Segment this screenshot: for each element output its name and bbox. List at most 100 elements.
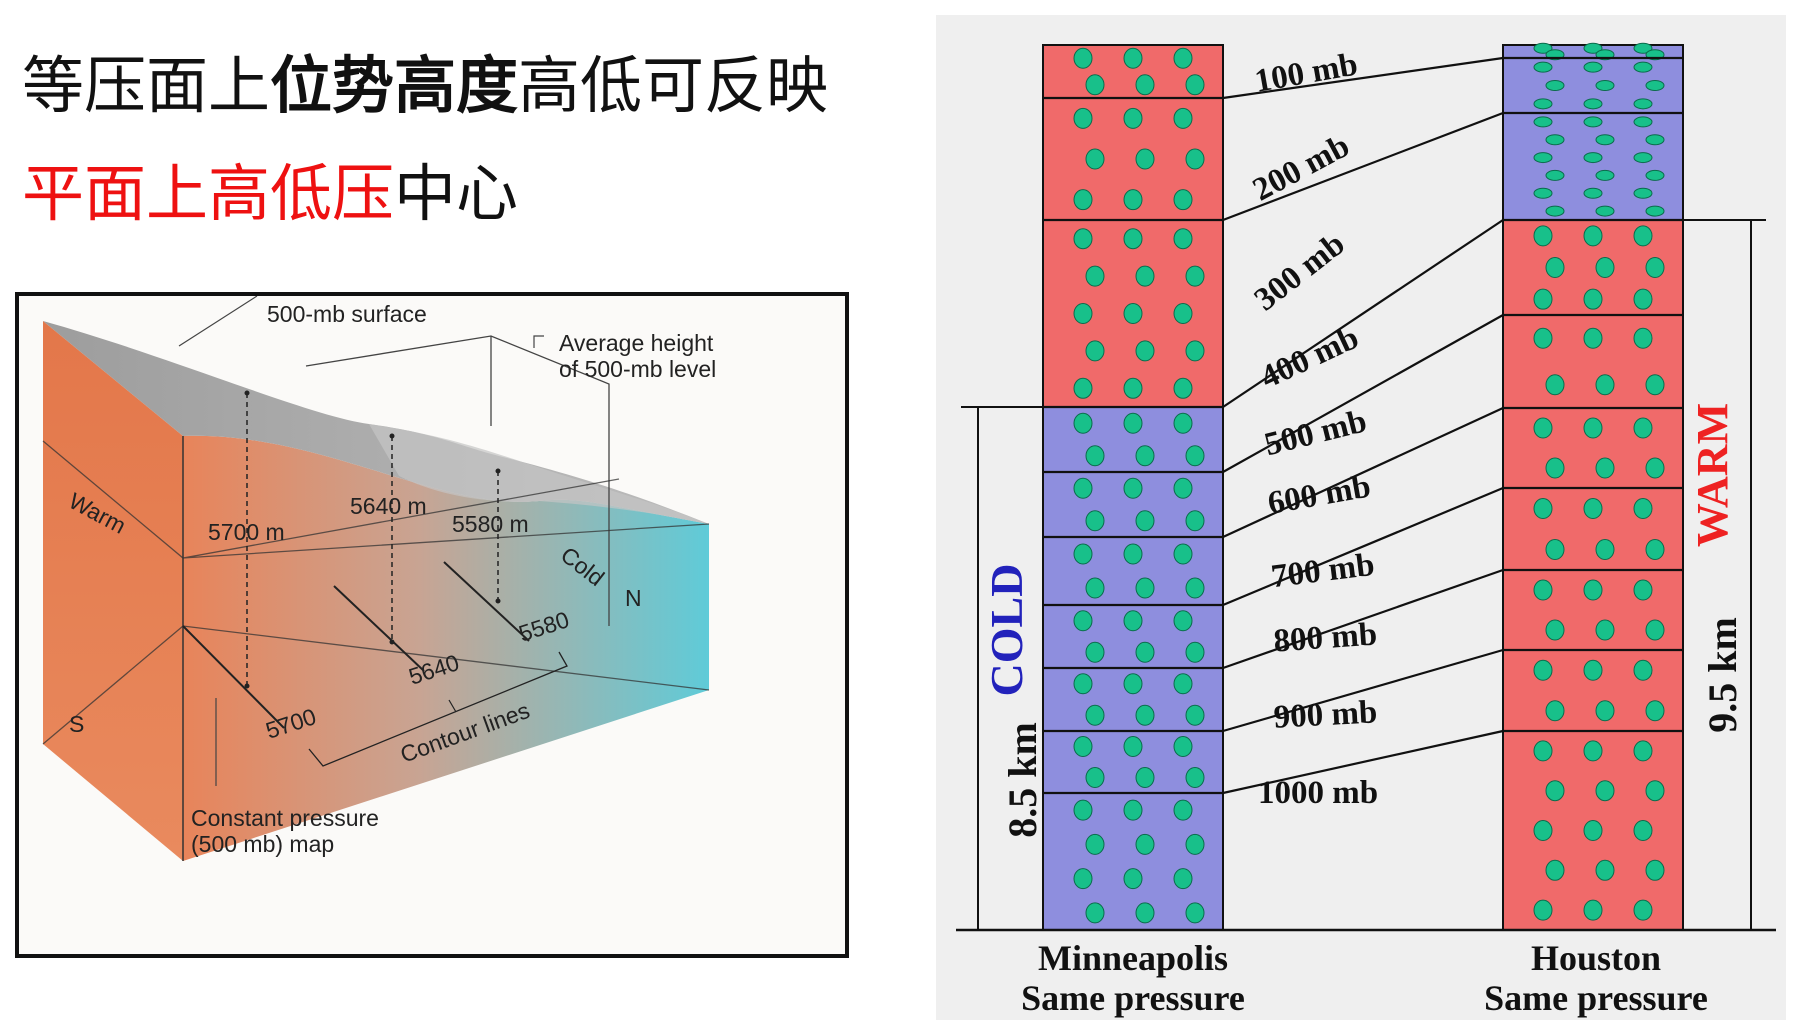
minneapolis-air-molecule (1073, 189, 1093, 211)
houston-air-molecule (1533, 820, 1553, 841)
houston-air-molecule (1645, 619, 1665, 641)
houston-air-molecule (1533, 417, 1553, 439)
houston-air-molecule (1595, 80, 1615, 91)
height-dot (495, 598, 501, 604)
houston-air-molecule (1633, 579, 1653, 601)
minneapolis-air-molecule (1085, 265, 1105, 287)
houston-air-molecule (1633, 288, 1653, 310)
minneapolis-air-molecule (1173, 228, 1193, 250)
houston-air-molecule (1533, 740, 1553, 762)
minneapolis-air-molecule (1135, 577, 1155, 599)
minneapolis-air-molecule (1135, 445, 1155, 467)
surface-label: 500-mb surface (267, 301, 427, 327)
minneapolis-caption: Same pressure (1021, 978, 1245, 1018)
minneapolis-air-molecule (1073, 868, 1093, 890)
minneapolis-air-molecule (1085, 445, 1105, 467)
contour-line-5700 (182, 625, 285, 729)
minneapolis-air-molecule (1185, 265, 1205, 287)
minneapolis-air-molecule (1085, 767, 1105, 788)
houston-air-molecule (1633, 820, 1653, 841)
minneapolis-city-label: Minneapolis (1038, 938, 1228, 978)
houston-air-molecule (1595, 780, 1615, 802)
houston-air-molecule (1533, 187, 1553, 199)
houston-air-molecule (1545, 700, 1565, 722)
houston-air-molecule (1645, 859, 1665, 881)
minneapolis-air-molecule (1185, 641, 1205, 663)
minneapolis-air-molecule (1123, 610, 1143, 632)
houston-air-molecule (1595, 169, 1615, 181)
pressure-columns-svg: COLD 8.5 km WARM 9.5 km 100 mb 200 mb 30… (956, 42, 1776, 1018)
pressure-columns-diagram: COLD 8.5 km WARM 9.5 km 100 mb 200 mb 30… (936, 15, 1786, 1020)
average-height-label-2: of 500-mb level (559, 356, 716, 382)
headline-1-post: 高低可反映 (518, 49, 829, 122)
houston-air-molecule (1595, 539, 1615, 560)
minneapolis-air-molecule (1123, 543, 1143, 565)
minneapolis-air-molecule (1135, 902, 1155, 924)
minneapolis-air-molecule (1073, 543, 1093, 565)
houston-air-molecule (1583, 579, 1603, 601)
houston-air-molecule (1583, 187, 1603, 199)
minneapolis-air-molecule (1123, 868, 1143, 890)
houston-air-molecule (1633, 899, 1653, 921)
houston-air-molecule (1583, 417, 1603, 439)
minneapolis-air-molecule (1173, 47, 1193, 69)
contour-lines-bracket (308, 651, 568, 767)
houston-air-molecule (1583, 327, 1603, 349)
minneapolis-air-molecule (1085, 577, 1105, 599)
houston-air-molecule (1533, 42, 1553, 54)
minneapolis-air-molecule (1123, 189, 1143, 211)
isobaric-connector-line (1222, 314, 1504, 473)
minneapolis-air-molecule (1135, 833, 1155, 855)
height-label-5580: 5580 m (452, 511, 529, 537)
height-label-5640: 5640 m (350, 493, 427, 519)
minneapolis-air-molecule (1185, 340, 1205, 362)
minneapolis-air-molecule (1173, 736, 1193, 757)
minneapolis-air-molecule (1073, 228, 1093, 250)
houston-city-label: Houston (1531, 938, 1661, 978)
minneapolis-air-molecule (1173, 377, 1193, 399)
minneapolis-air-molecule (1135, 767, 1155, 788)
minneapolis-air-molecule (1135, 641, 1155, 663)
houston-air-molecule (1545, 539, 1565, 560)
minneapolis-air-molecule (1073, 799, 1093, 821)
houston-air-molecule (1645, 374, 1665, 396)
height-dot (495, 468, 501, 474)
minneapolis-air-molecule (1173, 868, 1193, 890)
minneapolis-air-molecule (1073, 377, 1093, 399)
minneapolis-air-molecule (1185, 767, 1205, 788)
houston-air-molecule (1633, 152, 1653, 164)
minneapolis-air-molecule (1073, 673, 1093, 695)
level-label-1000: 1000 mb (1258, 775, 1378, 811)
houston-air-molecule (1645, 700, 1665, 722)
houston-air-molecule (1545, 859, 1565, 881)
level-label-900: 900 mb (1273, 694, 1378, 735)
warm-air-label: WARM (1688, 403, 1737, 547)
minneapolis-air-molecule (1185, 902, 1205, 924)
houston-air-molecule (1583, 288, 1603, 310)
minneapolis-air-molecule (1085, 340, 1105, 362)
minneapolis-air-molecule (1173, 799, 1193, 821)
houston-air-molecule (1633, 187, 1653, 199)
houston-air-molecule (1533, 288, 1553, 310)
minneapolis-air-molecule (1185, 148, 1205, 170)
height-dot (244, 390, 250, 396)
south-label: S (69, 711, 84, 737)
houston-air-molecule (1633, 327, 1653, 349)
houston-caption: Same pressure (1484, 978, 1708, 1018)
pressure-level-lines (1043, 56, 1683, 795)
houston-air-molecule (1633, 659, 1653, 681)
height-dot (389, 433, 395, 439)
headline-1-pre: 等压面上 (22, 49, 271, 122)
minneapolis-air-molecule (1185, 445, 1205, 467)
minneapolis-air-molecule (1185, 833, 1205, 855)
isobaric-connector-line (1222, 486, 1504, 607)
houston-air-molecule (1583, 740, 1603, 762)
minneapolis-air-molecule (1123, 477, 1143, 499)
contour-line-5580 (443, 561, 530, 642)
houston-air-molecule (1645, 169, 1665, 181)
level-label-800: 800 mb (1272, 616, 1378, 659)
map-label-1: Constant pressure (191, 805, 379, 831)
houston-air-molecule (1533, 659, 1553, 681)
houston-air-molecule (1583, 225, 1603, 247)
houston-air-molecule (1595, 257, 1615, 278)
